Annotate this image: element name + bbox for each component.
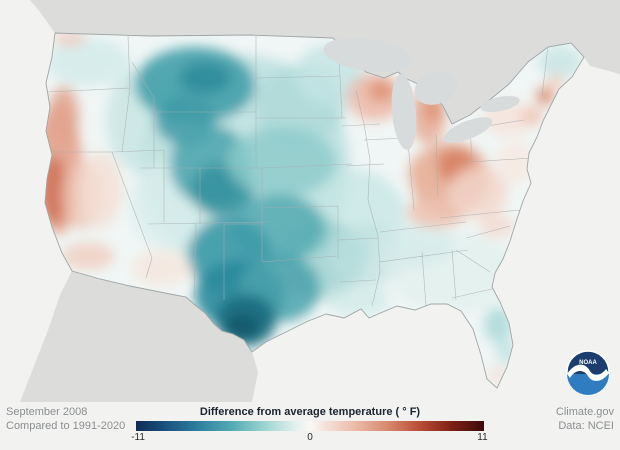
baseline-label: Compared to 1991-2020: [6, 419, 126, 432]
lake-erie: [443, 117, 493, 143]
lake-ontario: [480, 95, 520, 113]
legend-title-text: Difference from average temperature: [199, 406, 393, 418]
us-temperature-anomaly-map: NOAA: [20, 0, 620, 402]
legend-title: Difference from average temperature ( ° …: [136, 406, 484, 418]
legend-unit: ( ° F): [395, 406, 421, 418]
data-source-label: Data: NCEI: [558, 419, 614, 432]
noaa-logo: NOAA: [566, 350, 610, 395]
attribution-block: Climate.gov Data: NCEI: [556, 406, 614, 434]
noaa-logo-text: NOAA: [579, 360, 597, 366]
mexico-landmass: [20, 271, 258, 402]
map-footer: September 2008 Compared to 1991-2020 Dif…: [0, 403, 620, 450]
tick-zero: 0: [307, 432, 313, 443]
tick-min: -11: [131, 432, 145, 443]
us-outline: [44, 32, 585, 389]
colorbar-ticks: -11 0 11: [131, 432, 488, 445]
lake-huron: [414, 71, 458, 105]
colorbar: [136, 421, 484, 431]
colorbar-gradient-bar: [136, 421, 484, 431]
tick-max: 11: [477, 432, 488, 443]
period-label: September 2008: [6, 406, 88, 418]
site-label: Climate.gov: [555, 406, 614, 418]
lake-superior: [323, 37, 413, 73]
lake-michigan: [391, 74, 417, 150]
legend: Difference from average temperature ( ° …: [131, 406, 488, 445]
period-block: September 2008 Compared to 1991-2020: [6, 406, 125, 434]
great-lakes: [323, 37, 520, 150]
canada-landmass: [30, 0, 620, 124]
